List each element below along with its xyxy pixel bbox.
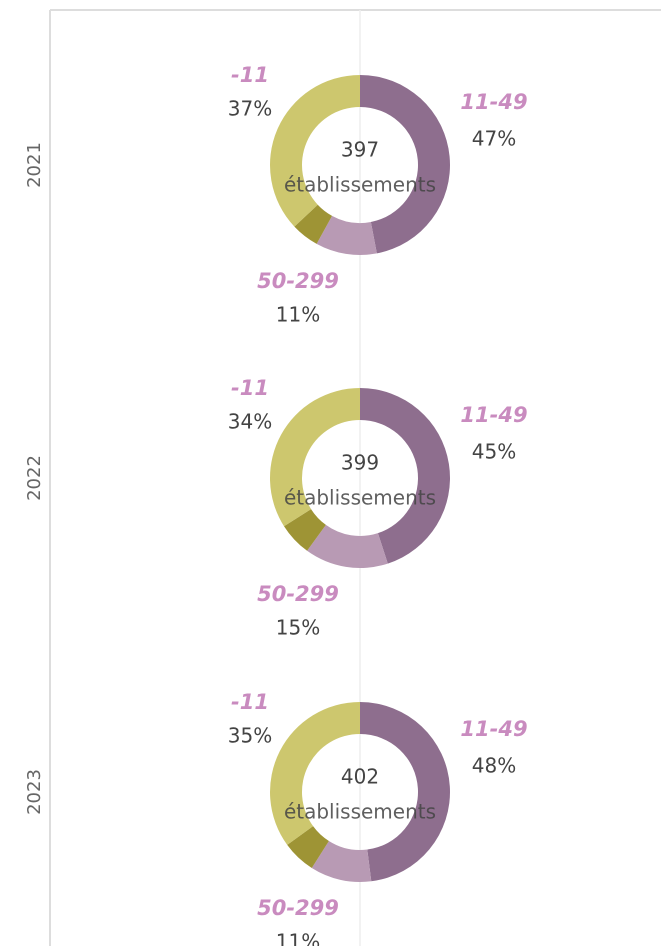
percent-label: 15% [276, 616, 320, 640]
center-value: 402 [341, 765, 379, 789]
center-label: établissements [284, 173, 436, 197]
donut-segment [311, 840, 372, 882]
category-label: 50-299 [257, 896, 339, 920]
percent-label: 45% [472, 440, 516, 464]
category-label: -11 [231, 376, 269, 400]
category-label: 11-49 [460, 403, 527, 427]
percent-label: 34% [228, 410, 272, 434]
donut-segment [360, 388, 450, 564]
facet-label: 2021 [24, 142, 45, 188]
percent-label: 47% [472, 127, 516, 151]
percent-label: 35% [228, 724, 272, 748]
category-label: 50-299 [257, 269, 339, 293]
category-label: 11-49 [460, 90, 527, 114]
category-label: 50-299 [257, 582, 339, 606]
center-value: 399 [341, 451, 379, 475]
donut-segment [294, 204, 333, 244]
facet-label: 2022 [24, 455, 45, 501]
donut-segment [307, 524, 388, 568]
center-label: établissements [284, 800, 436, 824]
percent-label: 37% [228, 97, 272, 121]
donut-segment [360, 75, 451, 254]
donut-segment [270, 75, 360, 227]
donut-segment [360, 702, 451, 882]
center-label: établissements [284, 486, 436, 510]
percent-label: 11% [276, 303, 320, 327]
donut-segment [270, 388, 360, 527]
category-label: 11-49 [460, 717, 527, 741]
category-label: -11 [231, 690, 269, 714]
category-label: -11 [231, 63, 269, 87]
center-value: 397 [341, 138, 379, 162]
facet-label: 2023 [24, 769, 45, 815]
donut-segment [287, 826, 329, 868]
donut-segment [284, 509, 326, 551]
donut-segment [269, 702, 360, 845]
percent-label: 11% [276, 930, 320, 947]
percent-label: 48% [472, 754, 516, 778]
donut-segment [316, 215, 377, 255]
